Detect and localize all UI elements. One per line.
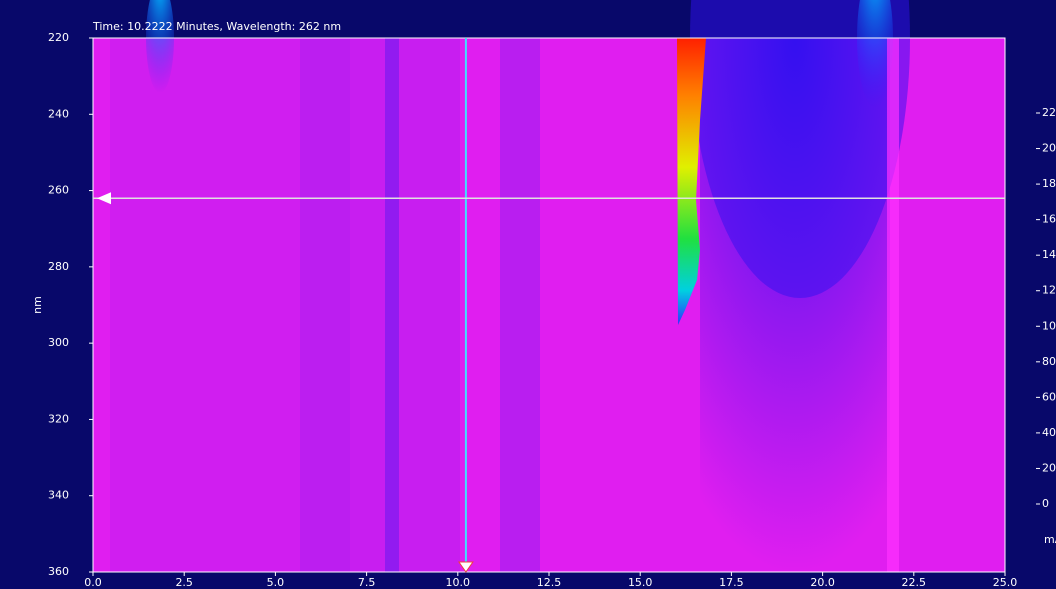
z-tick-label: 2200 bbox=[1042, 106, 1056, 119]
x-tick-label: 12.5 bbox=[537, 576, 562, 589]
z-tick-label: 1000 bbox=[1042, 319, 1056, 332]
z-tick-label: 200 bbox=[1042, 461, 1056, 474]
x-tick-label: 7.5 bbox=[358, 576, 376, 589]
y-tick-label: 300 bbox=[48, 336, 69, 349]
x-tick-label: 22.5 bbox=[902, 576, 927, 589]
z-tick-label: 0 bbox=[1042, 497, 1049, 510]
heatmap bbox=[93, 0, 1005, 572]
x-tick-label: 0.0 bbox=[84, 576, 102, 589]
y-tick-label: 240 bbox=[48, 107, 69, 120]
x-tick-label: 10.0 bbox=[446, 576, 471, 589]
y-tick-label: 320 bbox=[48, 412, 69, 425]
y-axis-label: nm bbox=[31, 296, 44, 314]
x-tick-label: 20.0 bbox=[810, 576, 835, 589]
z-tick-label: 1200 bbox=[1042, 284, 1056, 297]
z-tick-label: 2000 bbox=[1042, 142, 1056, 155]
z-tick-label: 1400 bbox=[1042, 248, 1056, 261]
x-tick-label: 17.5 bbox=[719, 576, 744, 589]
x-tick-label: 15.0 bbox=[628, 576, 653, 589]
x-tick-label: 2.5 bbox=[175, 576, 193, 589]
z-tick-label: 1600 bbox=[1042, 213, 1056, 226]
z-tick-label: 400 bbox=[1042, 426, 1056, 439]
y-tick-label: 340 bbox=[48, 489, 69, 502]
y-tick-label: 280 bbox=[48, 260, 69, 273]
x-tick-label: 25.0 bbox=[993, 576, 1018, 589]
chart-title: Time: 10.2222 Minutes, Wavelength: 262 n… bbox=[92, 20, 341, 33]
y-tick-label: 220 bbox=[48, 31, 69, 44]
z-tick-label: 800 bbox=[1042, 355, 1056, 368]
chromatogram-view: Time: 10.2222 Minutes, Wavelength: 262 n… bbox=[0, 0, 1056, 589]
y-tick-label: 260 bbox=[48, 184, 69, 197]
z-tick-label: 600 bbox=[1042, 390, 1056, 403]
x-tick-label: 5.0 bbox=[267, 576, 285, 589]
y-tick-label: 360 bbox=[48, 565, 69, 578]
z-axis-label: mAU bbox=[1044, 533, 1056, 546]
z-tick-label: 1800 bbox=[1042, 177, 1056, 190]
